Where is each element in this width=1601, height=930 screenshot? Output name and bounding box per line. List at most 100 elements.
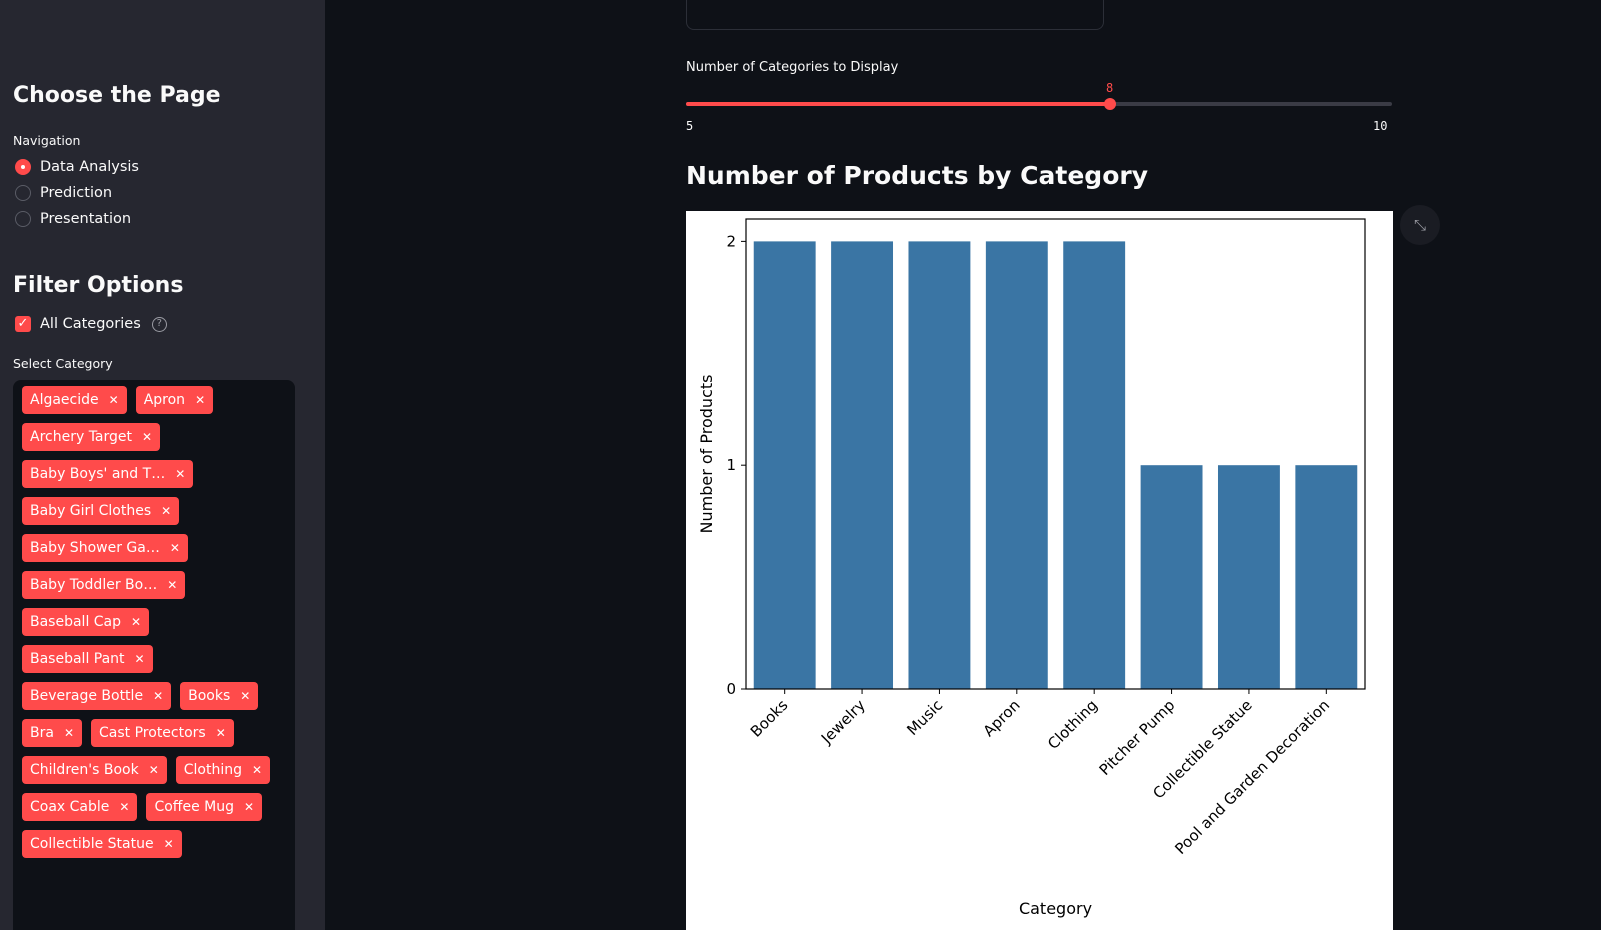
category-tag-label: Coffee Mug bbox=[154, 799, 234, 815]
category-tag[interactable]: Baby Toddler Bo… ✕ bbox=[22, 571, 186, 599]
x-tick-label: Clothing bbox=[1044, 696, 1101, 753]
expand-icon[interactable]: ⤡ bbox=[1400, 205, 1440, 245]
close-icon[interactable]: ✕ bbox=[243, 800, 255, 814]
help-icon[interactable]: ? bbox=[151, 316, 167, 332]
all-categories-checkbox[interactable]: ✓ All Categories ? bbox=[15, 316, 167, 332]
x-tick-label: Jewelry bbox=[817, 696, 869, 748]
y-tick-label: 0 bbox=[726, 680, 736, 698]
category-tag[interactable]: Baseball Pant ✕ bbox=[22, 645, 153, 673]
navigation-label: Navigation bbox=[13, 133, 81, 148]
category-tag[interactable]: Cast Protectors ✕ bbox=[91, 719, 234, 747]
slider-max: 10 bbox=[1373, 119, 1388, 133]
nav-radio-label: Prediction bbox=[40, 185, 113, 201]
close-icon[interactable]: ✕ bbox=[63, 726, 75, 740]
category-tag[interactable]: Beverage Bottle ✕ bbox=[22, 682, 172, 710]
slider-min: 5 bbox=[686, 119, 694, 133]
bar-pitcher-pump bbox=[1140, 465, 1203, 689]
category-tag-label: Baby Toddler Bo… bbox=[30, 577, 158, 593]
category-tag-label: Children's Book bbox=[30, 762, 139, 778]
category-tag[interactable]: Baby Shower Ga… ✕ bbox=[22, 534, 188, 562]
close-icon[interactable]: ✕ bbox=[167, 578, 178, 592]
nav-radio-data-analysis[interactable]: Data Analysis bbox=[15, 159, 139, 175]
category-tag[interactable]: Coffee Mug ✕ bbox=[146, 793, 263, 821]
radio-button[interactable] bbox=[15, 185, 31, 201]
category-tag-label: Baby Shower Ga… bbox=[30, 540, 160, 556]
category-multiselect[interactable]: Algaecide ✕ Apron ✕ Archery Target ✕ Baby Boys… bbox=[13, 380, 295, 930]
nav-radio-label: Presentation bbox=[40, 211, 132, 227]
category-tag-label: Coax Cable bbox=[30, 799, 110, 815]
x-tick-label: Books bbox=[747, 696, 792, 741]
bar-collectible-statue bbox=[1217, 465, 1280, 689]
x-tick-label: Music bbox=[903, 696, 946, 739]
data-table-edge bbox=[686, 0, 1104, 30]
close-icon[interactable]: ✕ bbox=[119, 800, 130, 814]
category-tag[interactable]: Children's Book ✕ bbox=[22, 756, 167, 784]
slider-track-fill bbox=[686, 102, 1110, 106]
radio-button[interactable] bbox=[15, 211, 31, 227]
close-icon[interactable]: ✕ bbox=[252, 763, 263, 777]
close-icon[interactable]: ✕ bbox=[195, 393, 206, 407]
y-tick-label: 2 bbox=[726, 232, 736, 250]
category-tag-label: Bra bbox=[30, 725, 54, 741]
category-tag-label: Books bbox=[188, 688, 231, 704]
close-icon[interactable]: ✕ bbox=[148, 763, 159, 777]
nav-radio-presentation[interactable]: Presentation bbox=[15, 211, 131, 227]
category-tag-label: Baby Boys' and T… bbox=[30, 466, 166, 482]
bar-clothing bbox=[1063, 241, 1126, 689]
all-categories-label: All Categories bbox=[40, 316, 141, 332]
close-icon[interactable]: ✕ bbox=[169, 541, 180, 555]
category-tag[interactable]: Books ✕ bbox=[180, 682, 259, 710]
category-tag[interactable]: Clothing ✕ bbox=[175, 756, 271, 784]
chart-title: Number of Products by Category bbox=[686, 161, 1148, 190]
sidebar: Choose the Page Navigation Data Analysis… bbox=[0, 0, 325, 930]
category-tag[interactable]: Coax Cable ✕ bbox=[22, 793, 138, 821]
close-icon[interactable]: ✕ bbox=[163, 837, 174, 851]
nav-radio-prediction[interactable]: Prediction bbox=[15, 185, 112, 201]
category-tag[interactable]: Bra ✕ bbox=[22, 719, 83, 747]
x-tick-label: Pool and Garden Decoration bbox=[1171, 696, 1333, 858]
bar-books bbox=[753, 241, 816, 689]
category-tag[interactable]: Archery Target ✕ bbox=[22, 423, 161, 451]
slider-value: 8 bbox=[1105, 81, 1114, 95]
close-icon[interactable]: ✕ bbox=[134, 652, 145, 666]
plot-frame bbox=[745, 218, 1366, 690]
category-tag[interactable]: Baby Boys' and T… ✕ bbox=[22, 460, 194, 488]
x-tick-label: Pitcher Pump bbox=[1096, 696, 1179, 779]
close-icon[interactable]: ✕ bbox=[142, 430, 153, 444]
category-tag-label: Beverage Bottle bbox=[30, 688, 144, 704]
bar-pool-and-garden-decoration bbox=[1295, 465, 1358, 689]
category-tag-label: Archery Target bbox=[30, 429, 133, 445]
category-tag-label: Apron bbox=[143, 392, 186, 408]
category-tag-label: Baseball Pant bbox=[30, 651, 125, 667]
x-axis-label: Category bbox=[1019, 899, 1092, 918]
page-heading: Choose the Page bbox=[13, 83, 221, 108]
slider-thumb[interactable] bbox=[1103, 98, 1116, 110]
category-tag[interactable]: Collectible Statue ✕ bbox=[22, 830, 182, 858]
close-icon[interactable]: ✕ bbox=[131, 615, 142, 629]
radio-button[interactable] bbox=[15, 159, 31, 175]
category-tag[interactable]: Algaecide ✕ bbox=[22, 386, 127, 414]
close-icon[interactable]: ✕ bbox=[175, 467, 186, 481]
select-category-label: Select Category bbox=[13, 356, 113, 371]
slider-label: Number of Categories to Display bbox=[686, 60, 899, 75]
y-axis-label: Number of Products bbox=[697, 375, 716, 534]
category-tag-label: Collectible Statue bbox=[30, 836, 154, 852]
category-tag-label: Cast Protectors bbox=[99, 725, 206, 741]
category-tag-label: Algaecide bbox=[30, 392, 99, 408]
close-icon[interactable]: ✕ bbox=[240, 689, 251, 703]
close-icon[interactable]: ✕ bbox=[153, 689, 164, 703]
y-tick-label: 1 bbox=[726, 456, 736, 474]
bar-jewelry bbox=[831, 241, 894, 689]
category-tag[interactable]: Baseball Cap ✕ bbox=[22, 608, 150, 636]
chart-container: Books Jewelry Music Apron Clothing Pitcher Pu… bbox=[686, 211, 1393, 930]
nav-radio-label: Data Analysis bbox=[40, 159, 139, 175]
x-tick-label: Apron bbox=[980, 696, 1024, 740]
close-icon[interactable]: ✕ bbox=[161, 504, 172, 518]
category-tag[interactable]: Apron ✕ bbox=[135, 386, 214, 414]
bar-music bbox=[908, 241, 971, 689]
close-icon[interactable]: ✕ bbox=[108, 393, 119, 407]
close-icon[interactable]: ✕ bbox=[215, 726, 226, 740]
category-tag-label: Baseball Cap bbox=[30, 614, 122, 630]
category-tag[interactable]: Baby Girl Clothes ✕ bbox=[22, 497, 180, 525]
